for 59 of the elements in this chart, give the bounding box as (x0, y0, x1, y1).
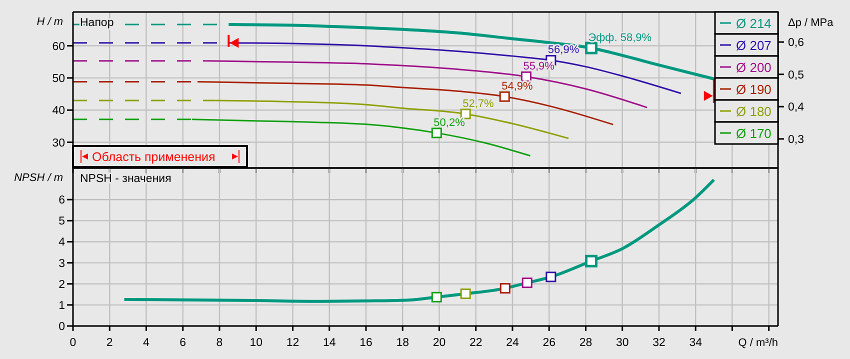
x-tick-label: 4 (143, 337, 150, 349)
y-axis-title: NPSH / m (14, 172, 63, 184)
x-tick-label: 22 (469, 337, 482, 349)
y-tick-label: 3 (58, 258, 65, 270)
x-tick-label: 28 (579, 337, 592, 349)
legend-label: Ø 207 (736, 38, 772, 53)
x-tick-label: 2 (106, 337, 113, 349)
y-tick-label: 6 (58, 194, 65, 207)
annotation: Область применения (92, 150, 216, 164)
point (460, 108, 471, 120)
y2-tick-label: 0,5 (788, 69, 804, 82)
x-tick-label: 34 (689, 337, 703, 349)
point (499, 91, 510, 102)
y-tick-label: 5 (58, 216, 65, 228)
y-tick-label: 1 (58, 300, 65, 312)
y-tick-label: 40 (52, 105, 65, 118)
x-tick-label: 24 (506, 337, 520, 349)
x-tick-label: 12 (286, 337, 300, 349)
x-tick-label: 18 (396, 337, 410, 349)
y-tick-label: 0 (58, 321, 65, 333)
y2-tick-label: 0,3 (788, 134, 804, 146)
annotation: Эфф. 58,9% (588, 32, 652, 44)
annotation: 50,2% (434, 116, 466, 129)
annotation: 55,9% (523, 60, 555, 73)
y-tick-label: 2 (58, 278, 65, 291)
annotation: 56,9% (548, 44, 580, 56)
x-axis-title: Q / m³/h (738, 337, 778, 349)
x-tick-label: 14 (322, 337, 336, 349)
legend-label: Ø 200 (736, 60, 772, 75)
y2-tick-label: 0,6 (788, 37, 804, 50)
x-tick-label: 20 (432, 337, 446, 349)
annotation: 52,7% (462, 98, 494, 110)
y-tick-label: 60 (52, 40, 65, 53)
point (500, 283, 510, 294)
x-tick-label: 26 (542, 337, 556, 349)
annotation: 54,9% (502, 80, 534, 93)
chart-title: NPSH - значения (80, 173, 172, 185)
legend-label: Ø 170 (736, 126, 772, 141)
legend-label: Ø 190 (736, 82, 772, 97)
x-tick-label: 16 (360, 337, 372, 349)
point (431, 128, 442, 138)
legend-label: Ø 214 (736, 16, 772, 31)
x-tick-label: 8 (216, 337, 223, 349)
y-tick-label: 4 (58, 236, 66, 249)
y-axis-title: H / m (36, 16, 63, 28)
x-tick-label: 10 (250, 337, 263, 349)
x-tick-label: 0 (70, 337, 76, 349)
y2-tick-label: 0,4 (788, 102, 805, 114)
point (460, 288, 471, 300)
y-tick-label: 50 (52, 72, 65, 85)
y2-axis-title: Δp / MPa (788, 17, 834, 29)
y-tick-label: 30 (52, 137, 65, 150)
point (431, 292, 442, 302)
x-tick-label: 30 (616, 337, 629, 349)
point (522, 278, 532, 288)
point (546, 272, 556, 282)
legend-label: Ø 180 (736, 104, 772, 119)
x-tick-label: 6 (180, 337, 186, 349)
x-tick-label: 32 (652, 337, 666, 349)
